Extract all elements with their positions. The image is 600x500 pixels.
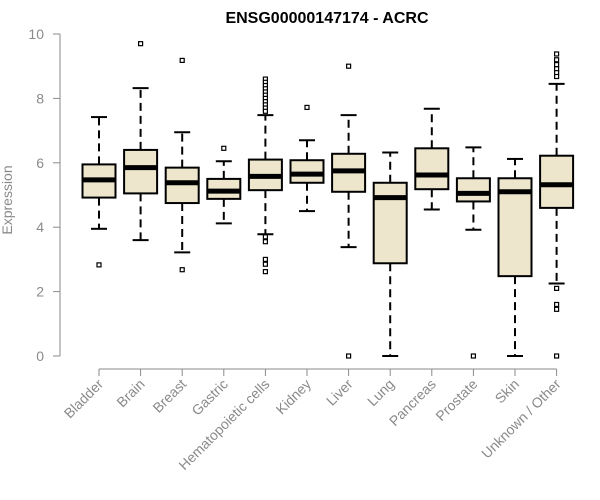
box-brain — [123, 41, 159, 242]
box-unknown-other — [539, 51, 575, 359]
iqr-box — [289, 159, 325, 184]
y-tick-label: 10 — [28, 26, 44, 42]
box-pancreas — [414, 107, 450, 211]
category-label: Skin — [492, 376, 523, 407]
box-prostate — [455, 146, 491, 359]
outlier-point — [262, 261, 268, 267]
category-label: Bladder — [61, 376, 107, 422]
y-tick-label: 0 — [36, 348, 44, 364]
iqr-box — [414, 147, 450, 191]
category-label: Lung — [364, 376, 397, 409]
outlier-point — [179, 57, 185, 64]
chart-title: ENSG00000147174 - ACRC — [225, 10, 429, 27]
iqr-box — [123, 148, 159, 195]
outlier-point — [96, 262, 102, 268]
outlier-point — [553, 301, 560, 308]
outlier-point — [553, 51, 560, 57]
iqr-box — [372, 181, 408, 265]
outlier-point — [553, 73, 560, 80]
box-liver — [331, 63, 367, 359]
outlier-point — [346, 63, 352, 69]
outlier-point — [470, 353, 476, 359]
outlier-point — [138, 41, 144, 47]
category-label: Unknown / Other — [478, 376, 564, 462]
box-gastric — [206, 145, 242, 225]
outlier-point — [553, 57, 560, 63]
axes: 0 2 4 6 8 10 — [28, 26, 558, 376]
y-tick-label: 6 — [36, 155, 44, 171]
iqr-box — [539, 154, 575, 209]
category-label: Kidney — [273, 376, 315, 418]
iqr-box — [455, 177, 491, 203]
y-axis-title: Expression — [0, 165, 15, 234]
y-tick-label: 4 — [36, 219, 44, 235]
outlier-point — [262, 239, 268, 245]
category-label: Brain — [113, 376, 147, 410]
box-hematopoietic-cells — [247, 76, 283, 275]
category-label: Prostate — [432, 376, 480, 424]
outlier-point — [553, 285, 560, 291]
box-skin — [497, 157, 533, 357]
box-bladder — [81, 116, 117, 268]
iqr-box — [164, 166, 200, 205]
outlier-point — [346, 353, 352, 359]
outlier-point — [262, 256, 268, 262]
outlier-point — [262, 234, 268, 240]
box-lung — [372, 151, 408, 357]
y-tick-label: 2 — [36, 284, 44, 300]
iqr-box — [497, 177, 533, 278]
box-breast — [164, 57, 200, 273]
outlier-point — [553, 353, 560, 359]
category-label: Breast — [149, 376, 189, 416]
outlier-point — [304, 104, 310, 111]
box-kidney — [289, 104, 325, 213]
outlier-point — [179, 267, 185, 273]
category-label: Liver — [323, 376, 356, 409]
boxes — [81, 41, 575, 359]
outlier-point — [262, 269, 268, 275]
outlier-point — [262, 108, 268, 114]
outlier-point — [553, 306, 560, 312]
outlier-point — [221, 145, 227, 151]
outlier-point — [553, 61, 560, 68]
y-tick-label: 8 — [36, 90, 44, 106]
